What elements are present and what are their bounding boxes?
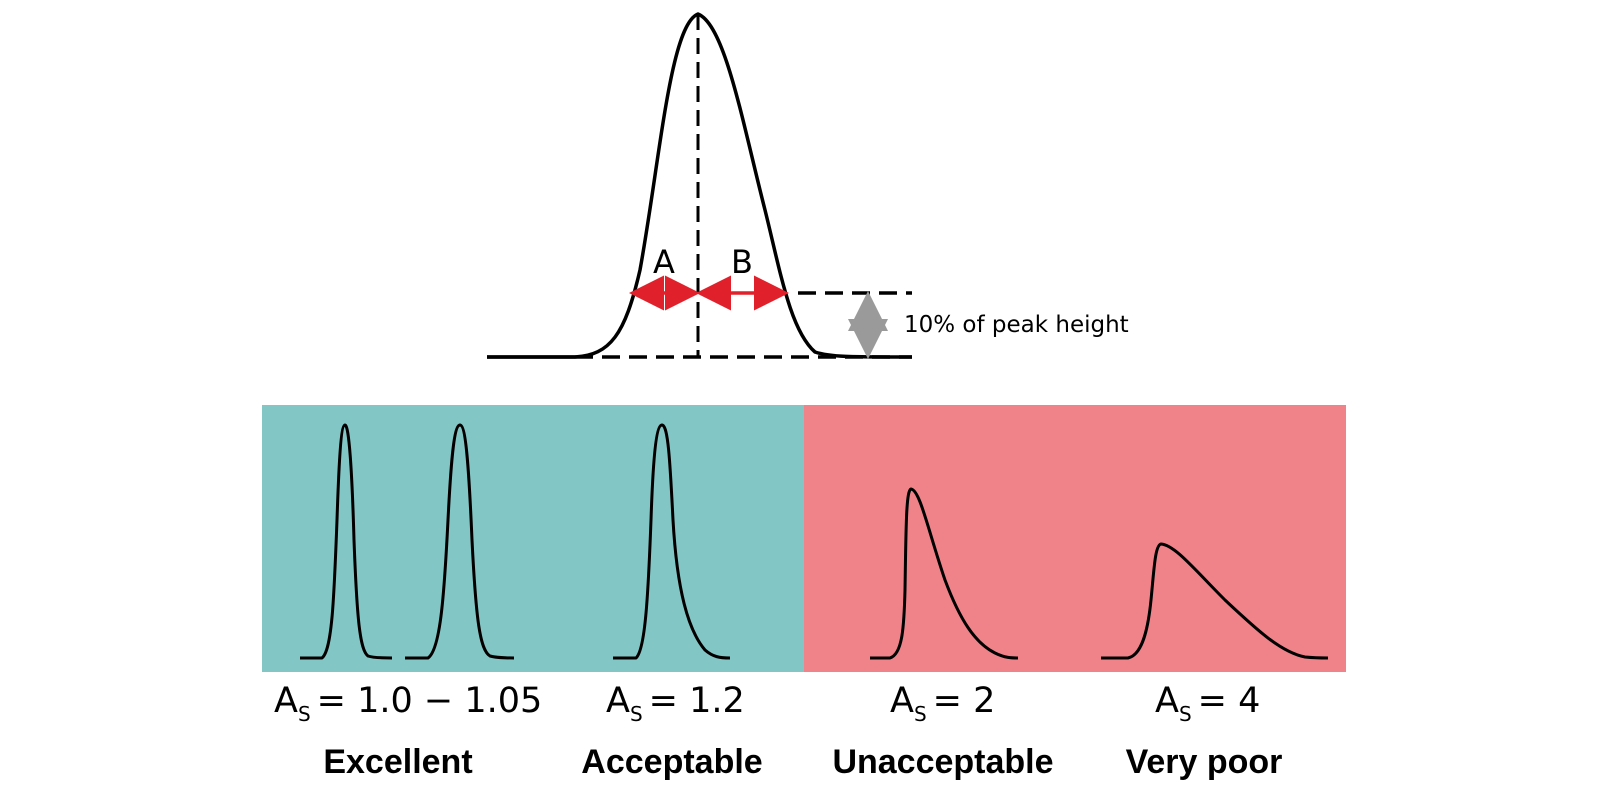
label-a: A [653,243,675,281]
as-subscript: S [298,702,311,726]
class-very-poor: AS = 4 Very poor [1126,681,1283,781]
peak-excellent-1 [300,423,393,660]
acceptable-panel [262,405,804,672]
svg-text:AS= 1.0 − 1.05: AS = 1.0 − 1.05 [274,681,542,726]
label-b: B [731,243,753,281]
verdict-label: Acceptable [581,743,762,781]
peak-excellent-2 [405,423,515,660]
class-unacceptable: AS = 2 Unacceptable [832,681,1053,781]
verdict-label: Excellent [323,743,472,781]
as-subscript: S [1179,702,1192,726]
example-peaks [300,423,1329,660]
as-symbol: A [606,681,630,721]
ten-percent-label: 10% of peak height [904,312,1129,338]
verdict-label: Unacceptable [832,743,1053,781]
peak-acceptable [613,423,731,660]
as-value: = 4 [1198,681,1261,721]
peak-very-poor [1101,542,1329,660]
class-excellent: AS = 1.0 − 1.05 Excellent [274,681,542,781]
as-symbol: A [274,681,298,721]
svg-text:AS= 2: AS = 2 [890,681,995,726]
as-symbol: A [890,681,914,721]
as-value: = 2 [933,681,996,721]
svg-text:AS= 4: AS = 4 [1155,681,1260,726]
verdict-label: Very poor [1126,743,1283,781]
class-acceptable: AS = 1.2 Acceptable [581,681,762,781]
as-value: = 1.2 [649,681,745,721]
svg-text:AS= 1.2: AS = 1.2 [606,681,745,726]
main-peak-figure: A B 10% of peak height [487,12,1129,359]
unacceptable-panel [804,405,1346,672]
peak-unacceptable [870,487,1019,660]
as-symbol: A [1155,681,1179,721]
as-subscript: S [630,702,643,726]
as-subscript: S [914,702,927,726]
as-value: = 1.0 − 1.05 [317,681,543,721]
